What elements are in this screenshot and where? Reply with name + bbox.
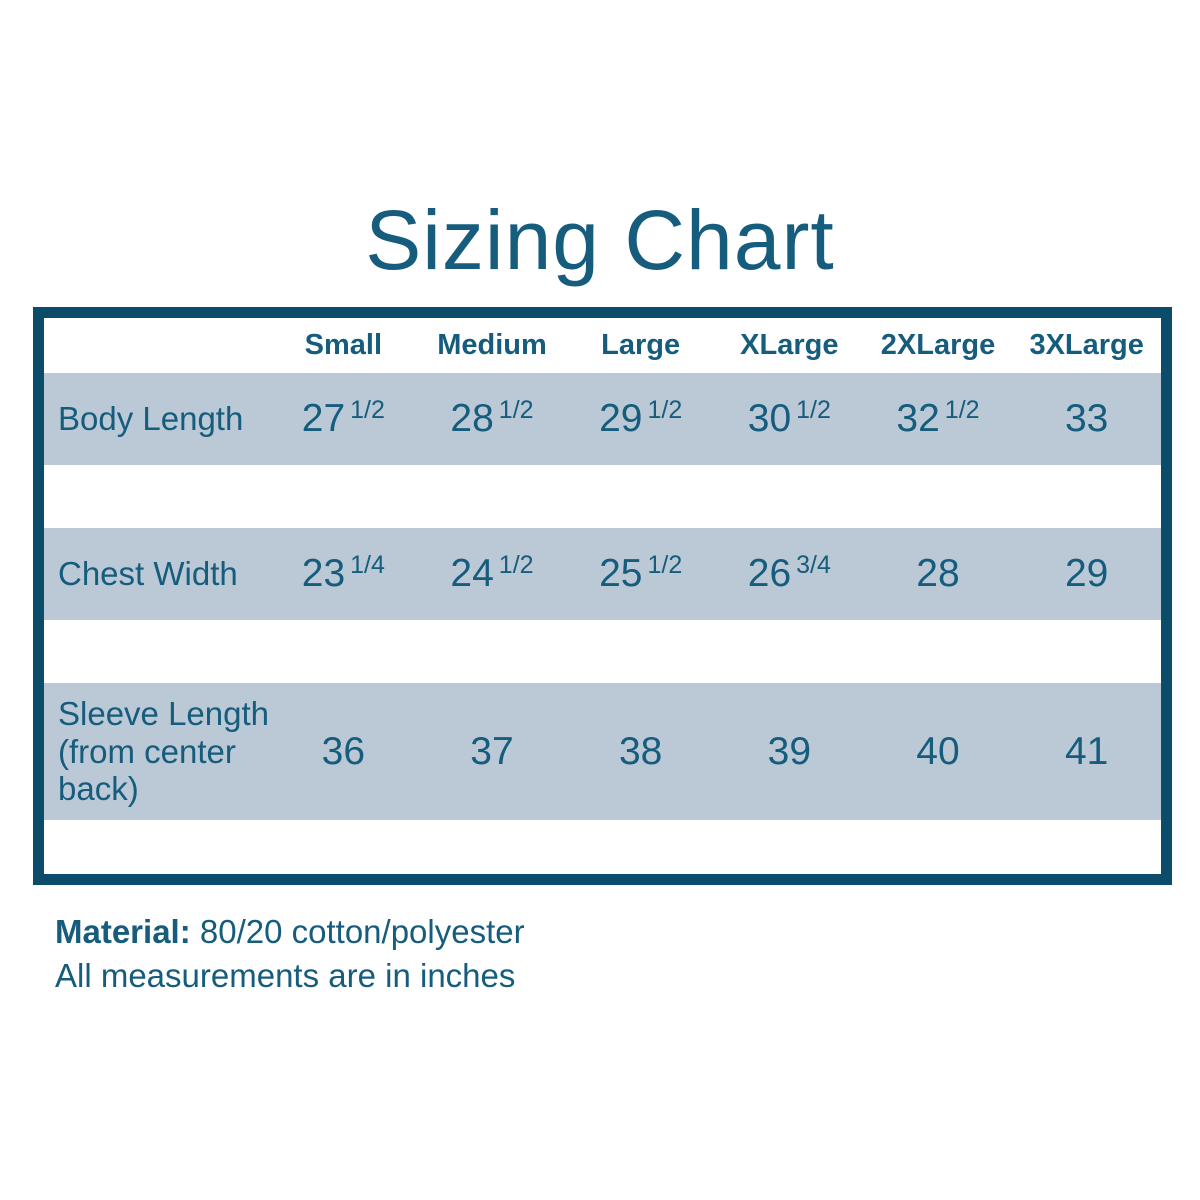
value-whole: 26: [747, 552, 792, 595]
measurement-value: 26 3/4: [715, 551, 864, 596]
sizing-table: Small Medium Large XLarge 2XLarge 3XLarge Bod…: [33, 307, 1172, 885]
value-fraction: 1/2: [498, 396, 534, 424]
measurement-value: 32 1/2: [864, 396, 1013, 441]
value-whole: 33: [1064, 397, 1109, 440]
column-header-small: Small: [304, 329, 383, 361]
measurement-value: 39: [715, 730, 864, 774]
material-line: Material: 80/20 cotton/polyester: [55, 910, 525, 954]
value-whole: 27: [301, 397, 346, 440]
table-row: Chest Width 23 1/4 24 1/2 25 1/2 26 3/4 28 29: [44, 528, 1161, 620]
value-whole: 36: [321, 729, 366, 773]
value-whole: 29: [1064, 552, 1109, 595]
value-fraction: 1/2: [498, 551, 534, 579]
value-whole: 24: [450, 552, 494, 595]
page-title: Sizing Chart: [365, 193, 835, 287]
column-header-3xlarge: 3XLarge: [1029, 329, 1144, 361]
table-header-row: Small Medium Large XLarge 2XLarge 3XLarge: [44, 318, 1161, 373]
material-value: 80/20 cotton/polyester: [199, 913, 525, 950]
measurement-value: 30 1/2: [715, 396, 864, 441]
value-fraction: 1/2: [944, 396, 980, 424]
row-spacer: [44, 465, 1161, 528]
column-header-medium: Medium: [437, 329, 547, 361]
value-fraction: 3/4: [796, 551, 831, 579]
value-whole: 30: [747, 397, 792, 440]
value-whole: 29: [599, 397, 643, 440]
table-row: Body Length 27 1/2 28 1/2 29 1/2 30 1/2 32 1/2 33: [44, 373, 1161, 465]
value-whole: 28: [450, 397, 494, 440]
value-fraction: 1/2: [647, 551, 683, 579]
measurement-value: 36: [269, 730, 418, 774]
material-label: Material:: [55, 913, 191, 950]
value-whole: 39: [767, 729, 812, 773]
measurements-note: All measurements are in inches: [55, 956, 516, 994]
measurement-value: 29 1/2: [566, 396, 715, 441]
value-whole: 37: [470, 729, 514, 773]
measurement-value: 28: [864, 552, 1013, 596]
value-whole: 25: [599, 552, 643, 595]
measurement-value: 28 1/2: [418, 396, 567, 441]
measurement-value: 27 1/2: [269, 396, 418, 441]
measurement-value: 29: [1012, 552, 1161, 596]
measurement-value: 38: [566, 730, 715, 774]
column-header-2xlarge: 2XLarge: [880, 329, 996, 361]
row-spacer: [44, 620, 1161, 683]
value-whole: 32: [896, 397, 940, 440]
value-whole: 40: [916, 729, 960, 773]
value-whole: 41: [1064, 729, 1109, 773]
column-header-large: Large: [601, 329, 681, 361]
table-row: Sleeve Length (from center back) 36 37 38 39…: [44, 683, 1161, 820]
value-fraction: 1/2: [350, 396, 385, 424]
value-whole: 28: [916, 552, 960, 595]
measurement-value: 25 1/2: [566, 551, 715, 596]
measurement-value: 33: [1012, 397, 1161, 441]
measurement-value: 41: [1012, 730, 1161, 774]
row-label: Body Length: [58, 400, 244, 438]
value-fraction: 1/2: [647, 396, 683, 424]
value-whole: 38: [618, 729, 663, 773]
row-label: Sleeve Length (from center back): [58, 694, 270, 808]
measurement-value: 37: [418, 730, 567, 774]
footer-notes: Material: 80/20 cotton/polyester All mea…: [55, 910, 525, 997]
value-fraction: 1/4: [350, 551, 385, 579]
value-fraction: 1/2: [796, 396, 831, 424]
row-label: Chest Width: [58, 555, 238, 593]
column-header-xlarge: XLarge: [740, 329, 839, 361]
measurement-value: 40: [864, 730, 1013, 774]
measurement-value: 23 1/4: [269, 551, 418, 596]
value-whole: 23: [301, 552, 346, 595]
measurement-value: 24 1/2: [418, 551, 567, 596]
